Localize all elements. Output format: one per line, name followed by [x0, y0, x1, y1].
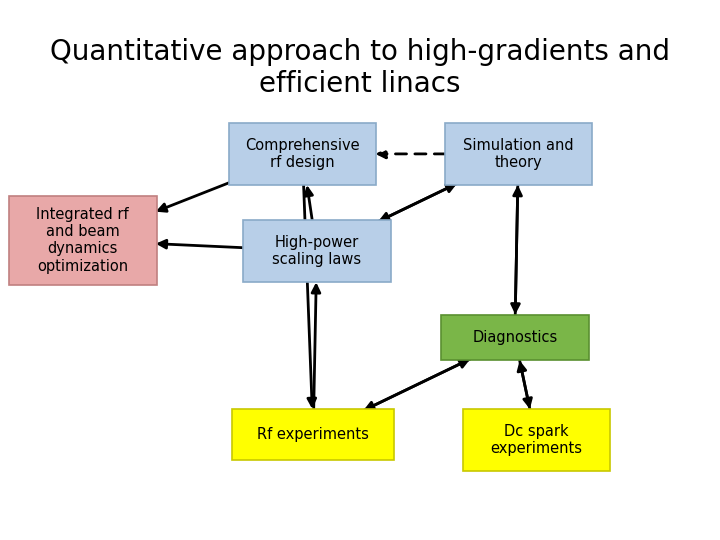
Text: Comprehensive
rf design: Comprehensive rf design: [245, 138, 360, 170]
FancyBboxPatch shape: [462, 409, 610, 471]
Text: Quantitative approach to high-gradients and
efficient linacs: Quantitative approach to high-gradients …: [50, 38, 670, 98]
FancyBboxPatch shape: [232, 409, 395, 460]
FancyBboxPatch shape: [441, 314, 588, 361]
Text: Simulation and
theory: Simulation and theory: [463, 138, 574, 170]
Text: High-power
scaling laws: High-power scaling laws: [272, 235, 361, 267]
FancyBboxPatch shape: [229, 123, 376, 185]
Text: Dc spark
experiments: Dc spark experiments: [490, 424, 582, 456]
Text: Integrated rf
and beam
dynamics
optimization: Integrated rf and beam dynamics optimiza…: [37, 207, 129, 274]
Text: Diagnostics: Diagnostics: [472, 330, 557, 345]
FancyBboxPatch shape: [9, 195, 157, 285]
FancyBboxPatch shape: [444, 123, 593, 185]
FancyBboxPatch shape: [243, 220, 390, 282]
Text: Rf experiments: Rf experiments: [257, 427, 369, 442]
